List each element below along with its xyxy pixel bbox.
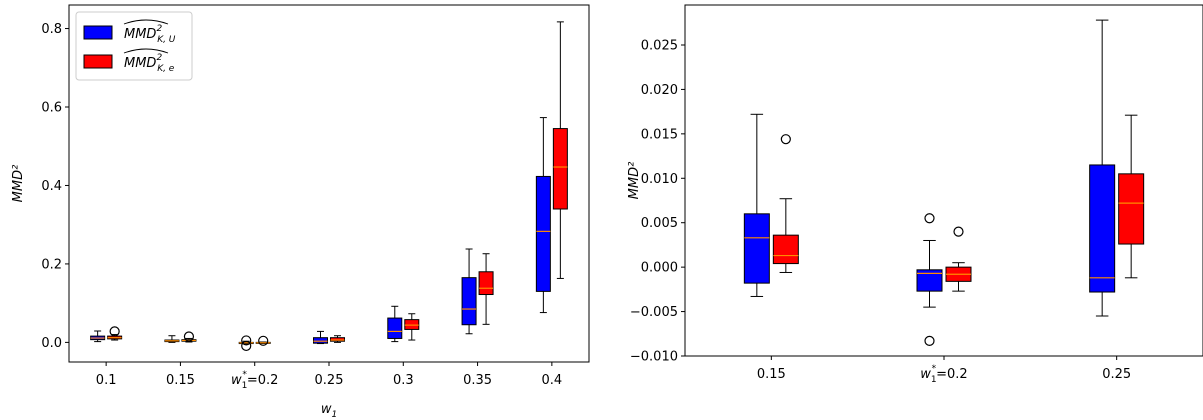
- x-tick-label: 0.15: [757, 367, 786, 382]
- legend-label: MMD2 K, e: [124, 53, 175, 74]
- right-boxplot: −0.010 −0.005 0.000 0.005 0.010 0.015 0.020 0.0…: [627, 4, 1203, 385]
- box: [1118, 173, 1145, 245]
- y-tick-label: 0.005: [641, 216, 678, 231]
- y-tick-label: 0.020: [641, 83, 678, 98]
- box: [743, 213, 770, 284]
- box: [313, 337, 328, 344]
- x-tick-label: 0.15: [166, 373, 195, 388]
- y-tick-label: 0.2: [41, 257, 62, 272]
- x-axis-label: w1: [321, 402, 337, 420]
- x-tick-label: 0.1: [96, 373, 117, 388]
- outlier-point: [258, 335, 269, 346]
- box: [916, 269, 943, 292]
- legend-label: MMD2 K, U: [124, 24, 176, 45]
- box: [461, 277, 477, 326]
- x-tick-label: 0.25: [315, 373, 344, 388]
- x-tick-label: 0.25: [1102, 367, 1131, 382]
- legend-swatch: [83, 54, 113, 69]
- x-tick-label: w1*=0.2: [231, 370, 278, 391]
- outlier-point: [780, 134, 791, 145]
- y-axis-label: MMD²: [627, 162, 642, 200]
- y-tick-label: −0.005: [630, 305, 678, 320]
- y-tick-label: 0.000: [641, 261, 678, 276]
- outlier-point: [109, 326, 120, 337]
- y-tick-label: 0.015: [641, 127, 678, 142]
- legend-hat: [123, 48, 169, 54]
- outlier-point: [183, 331, 195, 342]
- y-tick-label: 0.010: [641, 172, 678, 187]
- left-boxplot: 0.0 0.2 0.4 0.6 0.8 MMD² 0.1 0.15 w1*=0.2 0.25 0.3…: [11, 4, 590, 420]
- legend-hat: [123, 19, 169, 25]
- legend-swatch: [83, 25, 113, 40]
- y-axis-label: MMD²: [11, 165, 26, 203]
- box: [1089, 164, 1116, 293]
- outlier-point: [241, 335, 252, 346]
- box: [772, 234, 799, 265]
- y-tick-label: −0.010: [630, 350, 678, 365]
- box: [535, 175, 551, 292]
- y-tick-label: 0.6: [41, 101, 62, 116]
- outlier-point: [924, 335, 935, 346]
- y-tick-label: 0.8: [41, 22, 62, 37]
- box: [387, 317, 403, 339]
- outlier-point: [953, 226, 964, 237]
- y-tick-label: 0.0: [41, 336, 62, 351]
- x-tick-label: 0.3: [393, 373, 414, 388]
- x-tick-label: 0.4: [542, 373, 563, 388]
- outlier-point: [241, 340, 252, 352]
- legend: MMD2 K, U MMD2 K, e: [75, 11, 193, 81]
- outlier-point: [924, 213, 935, 224]
- y-tick-label: 0.4: [41, 179, 62, 194]
- y-tick-label: 0.025: [641, 38, 678, 53]
- box: [552, 128, 568, 210]
- x-tick-label: 0.35: [463, 373, 492, 388]
- box: [478, 271, 494, 296]
- x-tick-label: w1*=0.2: [920, 364, 967, 385]
